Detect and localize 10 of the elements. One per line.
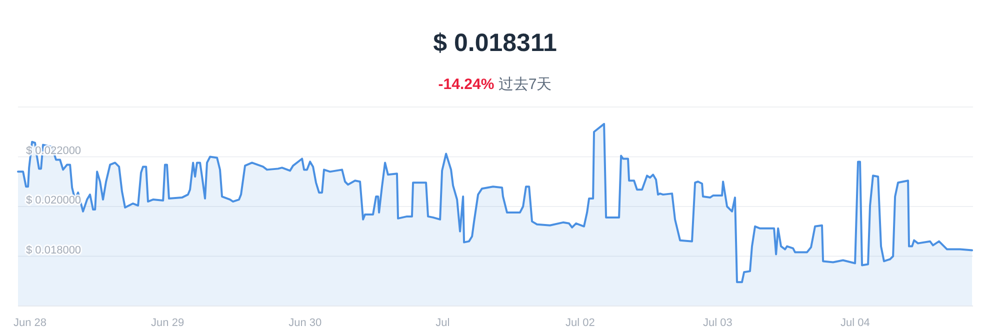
x-tick-label: Jul xyxy=(436,317,450,329)
x-tick-label: Jul 03 xyxy=(703,317,732,329)
x-tick-label: Jun 30 xyxy=(288,317,322,329)
x-tick-label: Jun 28 xyxy=(14,317,47,329)
x-tick-label: Jul 02 xyxy=(565,317,595,329)
chart-subtitle: -14.24% 过去7天 xyxy=(438,76,552,93)
y-tick-label: $ 0.018000 xyxy=(26,244,82,256)
chart-title: $ 0.018311 xyxy=(433,29,557,57)
x-tick-label: Jun 29 xyxy=(151,317,184,329)
x-tick-label: Jul 04 xyxy=(840,317,870,329)
